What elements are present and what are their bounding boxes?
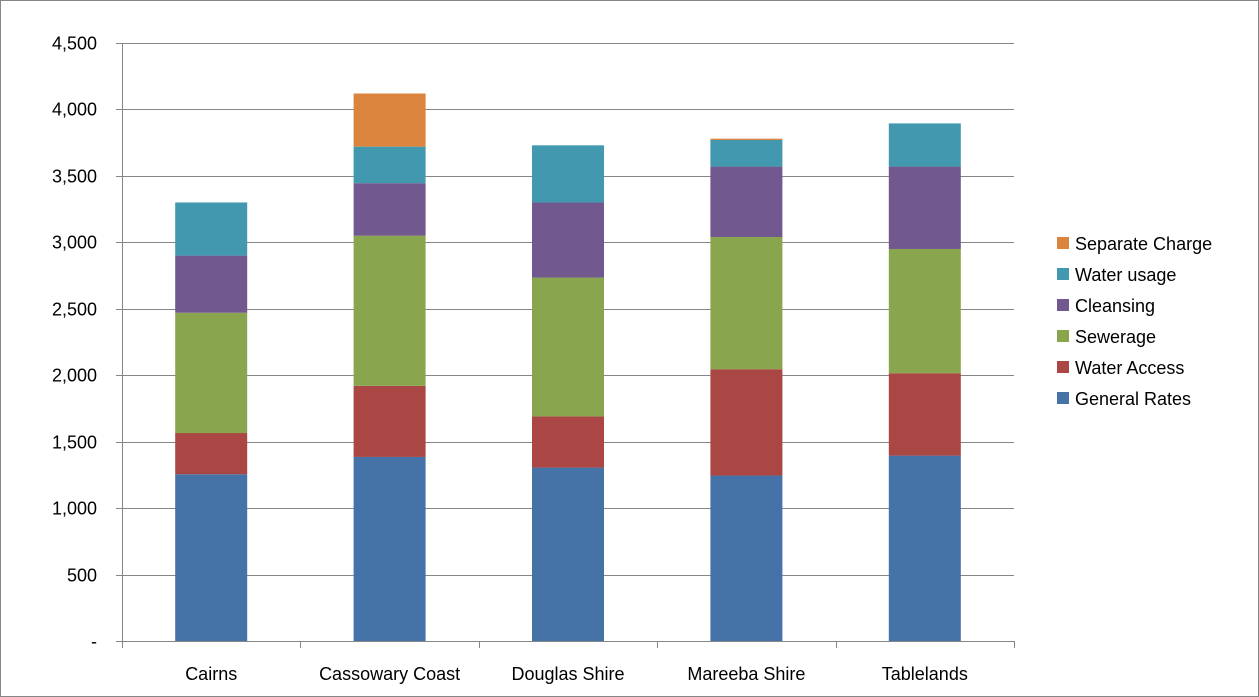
bar-segment xyxy=(353,456,426,641)
y-tick-label: 4,500 xyxy=(52,34,97,54)
axes: - 500 1,000 1,500 2,000 2,500 3,000 3,500 4,000 4… xyxy=(52,34,1015,684)
y-tick-label: - xyxy=(91,632,97,652)
legend-swatch xyxy=(1057,299,1069,311)
bar-segment xyxy=(532,467,604,641)
bar-segment xyxy=(353,183,426,236)
y-tick-label: 1,000 xyxy=(52,499,97,519)
bar-segment xyxy=(888,166,961,249)
legend-label: Sewerage xyxy=(1075,327,1156,347)
bar-segment xyxy=(532,145,604,203)
bar-segment xyxy=(888,248,961,374)
legend-label: Water Access xyxy=(1075,358,1184,378)
bar-segment xyxy=(710,237,783,370)
y-tick-label: 4,000 xyxy=(52,100,97,120)
bar-segment xyxy=(710,140,783,167)
y-tick-label: 3,000 xyxy=(52,233,97,253)
legend-swatch xyxy=(1057,392,1069,404)
legend-label: Cleansing xyxy=(1075,296,1155,316)
y-tick-label: 2,500 xyxy=(52,300,97,320)
x-tick-label: Mareeba Shire xyxy=(687,664,805,684)
bar-segment xyxy=(532,277,604,417)
y-tick-label: 500 xyxy=(67,566,97,586)
bar-segment xyxy=(175,202,248,256)
bar-segment xyxy=(710,166,783,238)
y-tick-label: 3,500 xyxy=(52,167,97,187)
legend-label: Water usage xyxy=(1075,265,1176,285)
x-tick-label: Cassowary Coast xyxy=(319,664,460,684)
legend-swatch xyxy=(1057,268,1069,280)
legend-swatch xyxy=(1057,237,1069,249)
bar-stacks xyxy=(175,93,961,641)
bar-segment xyxy=(353,385,426,457)
x-tick-label: Tablelands xyxy=(882,664,968,684)
x-tick-label: Cairns xyxy=(185,664,237,684)
bar-segment xyxy=(353,93,426,147)
bar-segment xyxy=(532,416,604,468)
bar-segment xyxy=(175,255,248,313)
bar-segment xyxy=(175,474,248,641)
bar-segment xyxy=(888,123,961,167)
y-tick-label: 1,500 xyxy=(52,433,97,453)
bar-segment xyxy=(710,369,783,476)
legend-label: General Rates xyxy=(1075,389,1191,409)
legend-swatch xyxy=(1057,361,1069,373)
bar-segment xyxy=(175,312,248,434)
bar-segment xyxy=(353,146,426,184)
legend-label: Separate Charge xyxy=(1075,234,1212,254)
bar-segment xyxy=(175,433,248,475)
bar-segment xyxy=(888,373,961,456)
bar-segment xyxy=(353,235,426,386)
x-tick-label: Douglas Shire xyxy=(511,664,624,684)
legend-swatch xyxy=(1057,330,1069,342)
bar-segment xyxy=(888,455,961,641)
bar-segment xyxy=(710,138,783,141)
y-tick-label: 2,000 xyxy=(52,366,97,386)
bar-segment xyxy=(710,475,783,641)
legend: Separate Charge Water usage Cleansing Sewer… xyxy=(1057,234,1212,409)
bar-segment xyxy=(532,202,604,278)
